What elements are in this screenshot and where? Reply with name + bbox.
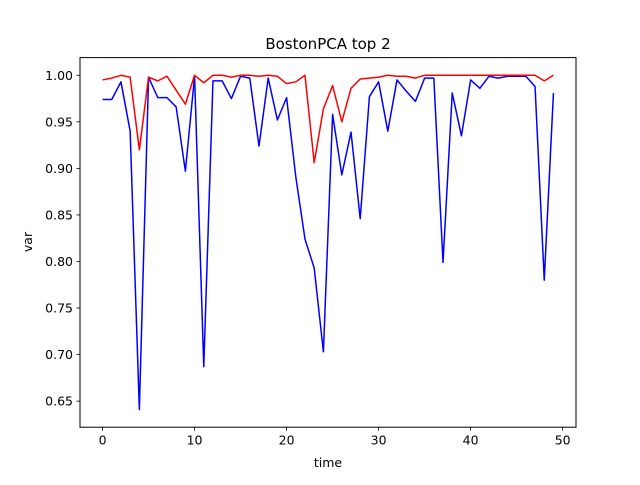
y-tick-label: 0.90 bbox=[45, 161, 73, 176]
x-axis: 0 10 20 30 40 50 bbox=[99, 427, 571, 448]
x-axis-label: time bbox=[314, 455, 343, 470]
x-tick-label: 50 bbox=[555, 433, 571, 448]
y-axis-label: var bbox=[20, 231, 35, 252]
x-tick-label: 20 bbox=[279, 433, 295, 448]
series-layer bbox=[102, 74, 555, 411]
y-axis: 0.65 0.70 0.75 0.80 0.85 0.90 0.95 1.00 bbox=[45, 68, 80, 409]
y-tick-label: 0.80 bbox=[45, 254, 73, 269]
x-tick-label: 10 bbox=[187, 433, 203, 448]
y-tick-label: 1.00 bbox=[45, 68, 73, 83]
plot-frame bbox=[79, 57, 577, 428]
y-tick-label: 0.85 bbox=[45, 207, 73, 222]
y-tick-label: 0.75 bbox=[45, 301, 73, 316]
y-tick-label: 0.95 bbox=[45, 114, 73, 129]
y-tick-label: 0.65 bbox=[45, 394, 73, 409]
series-line-1 bbox=[102, 74, 554, 164]
x-tick-label: 0 bbox=[99, 433, 107, 448]
chart-title: BostonPCA top 2 bbox=[265, 35, 390, 53]
y-tick-label: 0.70 bbox=[45, 347, 73, 362]
x-tick-label: 40 bbox=[463, 433, 479, 448]
x-tick-label: 30 bbox=[371, 433, 387, 448]
series-line-0 bbox=[102, 75, 555, 411]
